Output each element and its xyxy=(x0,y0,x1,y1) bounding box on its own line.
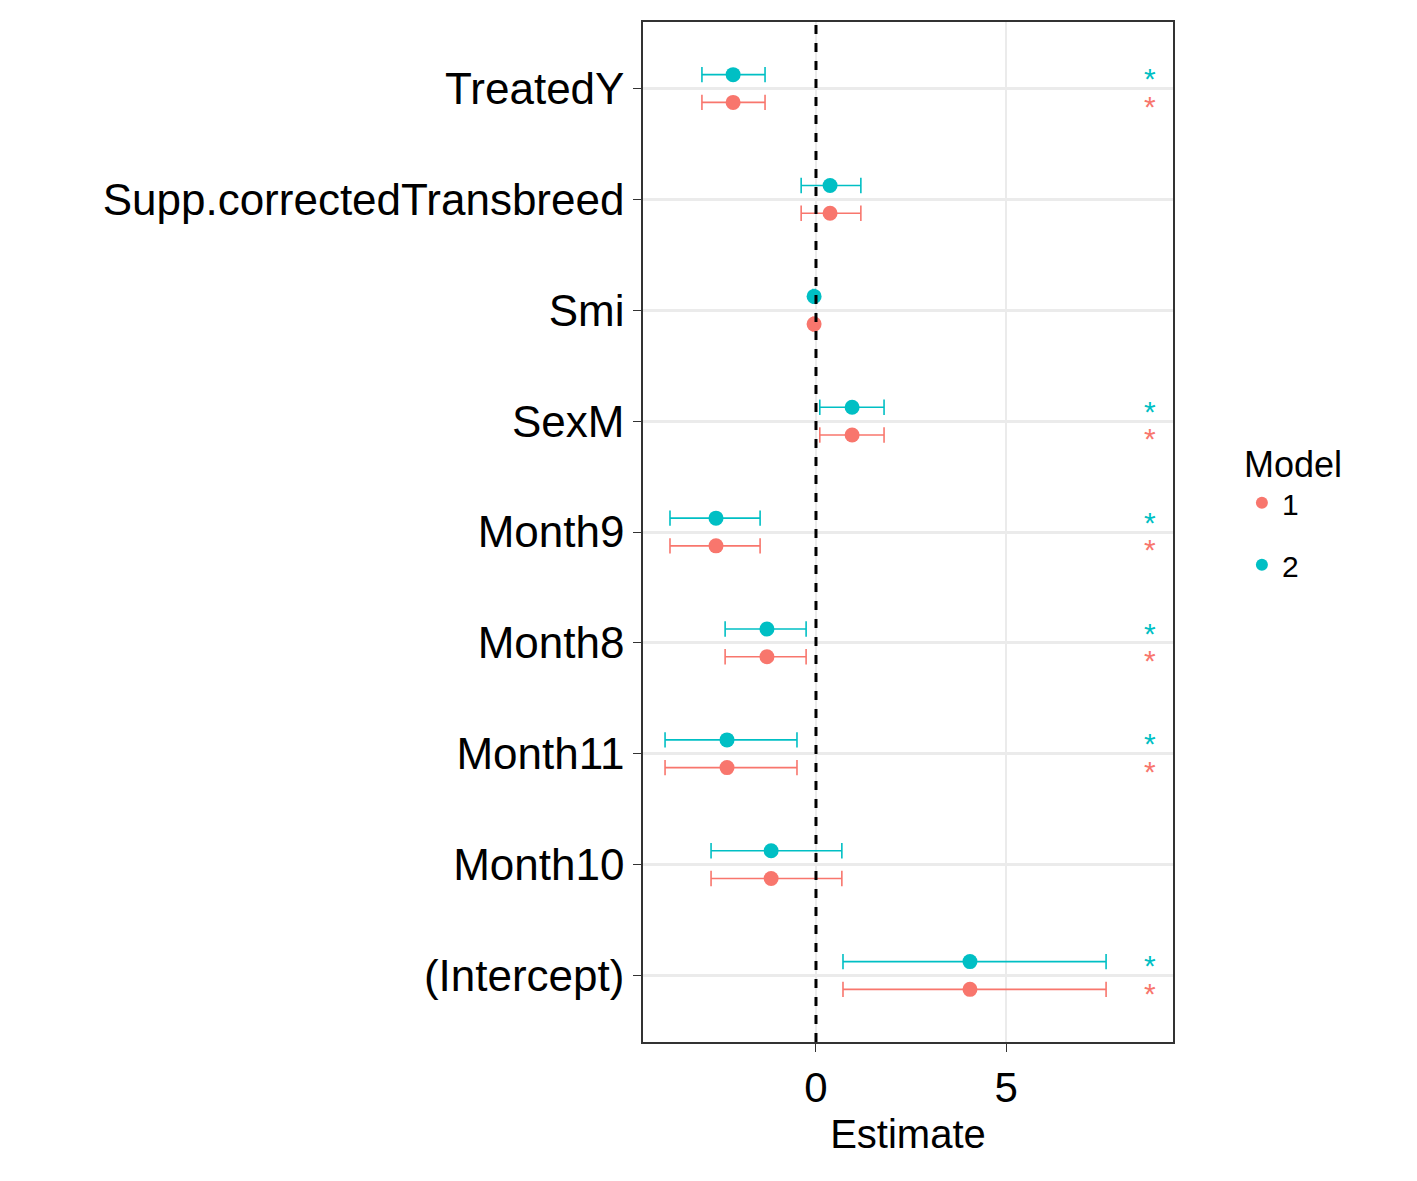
svg-text:*: * xyxy=(1144,617,1156,650)
svg-text:Estimate: Estimate xyxy=(830,1112,986,1156)
svg-text:TreatedY: TreatedY xyxy=(445,64,624,113)
svg-text:*: * xyxy=(1144,422,1156,455)
svg-text:Month10: Month10 xyxy=(453,840,624,889)
svg-text:*: * xyxy=(1144,755,1156,788)
svg-text:*: * xyxy=(1144,644,1156,677)
svg-text:2: 2 xyxy=(1282,550,1299,583)
svg-text:*: * xyxy=(1144,395,1156,428)
svg-text:Model: Model xyxy=(1244,444,1342,485)
svg-text:*: * xyxy=(1144,949,1156,982)
svg-text:SexM: SexM xyxy=(512,397,624,446)
svg-text:0: 0 xyxy=(804,1064,827,1111)
svg-text:*: * xyxy=(1144,90,1156,123)
svg-text:*: * xyxy=(1144,533,1156,566)
svg-text:Month9: Month9 xyxy=(478,507,625,556)
svg-text:*: * xyxy=(1144,506,1156,539)
svg-text:*: * xyxy=(1144,977,1156,1010)
svg-text:1: 1 xyxy=(1282,488,1299,521)
svg-text:Month11: Month11 xyxy=(456,729,624,778)
svg-text:5: 5 xyxy=(994,1064,1017,1111)
svg-text:Smi: Smi xyxy=(549,286,625,335)
svg-text:*: * xyxy=(1144,727,1156,760)
svg-text:(Intercept): (Intercept) xyxy=(424,951,625,1000)
svg-text:*: * xyxy=(1144,62,1156,95)
svg-text:Supp.correctedTransbreed: Supp.correctedTransbreed xyxy=(103,175,625,224)
svg-text:Month8: Month8 xyxy=(478,618,625,667)
